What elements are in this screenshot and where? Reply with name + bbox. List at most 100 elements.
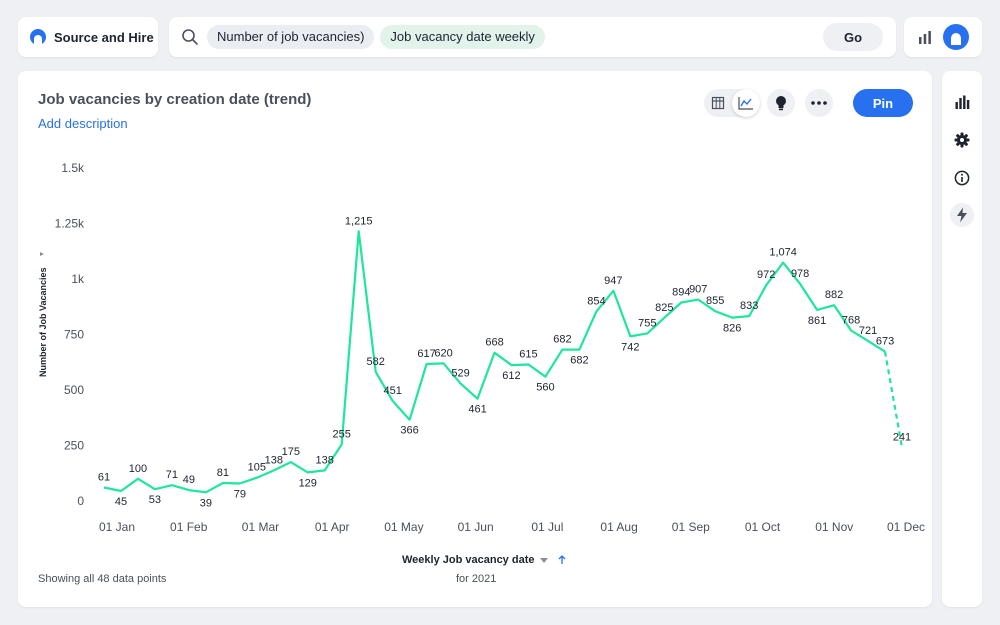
data-label: 241	[893, 431, 911, 443]
x-tick-label: 01 Jan	[99, 520, 135, 534]
data-label: 61	[98, 471, 110, 483]
y-tick-label: 1.25k	[55, 217, 85, 231]
data-label: 826	[723, 323, 741, 335]
lightbulb-icon	[776, 96, 786, 111]
data-label: 682	[553, 334, 571, 346]
more-options-button[interactable]	[805, 89, 833, 117]
brand-name: Source and Hire	[54, 29, 154, 45]
side-spotter-button[interactable]	[950, 203, 974, 227]
search-icon	[182, 29, 198, 45]
data-label: 560	[536, 382, 554, 394]
data-label: 105	[248, 462, 266, 474]
series-line	[103, 230, 886, 494]
sort-ascending-icon[interactable]	[557, 555, 567, 565]
avatar[interactable]	[943, 24, 969, 50]
data-label: 620	[434, 347, 452, 359]
data-label: 529	[451, 368, 469, 380]
search-chip-measure[interactable]: Number of job vacancies)	[207, 25, 375, 49]
x-tick-label: 01 Feb	[170, 520, 208, 534]
y-tick-label: 750	[64, 328, 84, 342]
x-tick-label: 01 May	[384, 520, 423, 534]
series-line-projected	[883, 351, 904, 448]
x-axis-subtitle: for 2021	[456, 573, 497, 585]
view-toggle	[704, 89, 760, 117]
data-label: 39	[200, 497, 212, 509]
y-tick-label: 250	[64, 439, 84, 453]
caret-down-icon[interactable]	[539, 556, 549, 564]
data-label: 907	[689, 284, 707, 296]
user-card	[904, 17, 982, 57]
data-label: 668	[485, 337, 503, 349]
brand-logo-icon	[30, 29, 46, 45]
insights-button[interactable]	[767, 89, 795, 117]
x-tick-label: 01 Oct	[745, 520, 781, 534]
side-toolbar	[942, 71, 982, 607]
side-info-button[interactable]	[950, 166, 974, 190]
data-label: 721	[859, 325, 877, 337]
go-button[interactable]: Go	[823, 23, 883, 51]
data-label: 45	[115, 496, 127, 508]
data-label: 100	[129, 463, 147, 475]
info-icon	[954, 170, 970, 186]
bar-chart-icon	[955, 95, 970, 109]
data-label: 742	[621, 341, 639, 353]
more-icon	[811, 101, 827, 105]
data-label: 138	[265, 454, 283, 466]
trend-chart: 0 250 500 750 1k 1.25k 1.5k 01 Jan 01 Feb 01 Mar 0…	[38, 161, 925, 534]
search-chip-attribute[interactable]: Job vacancy date weekly	[380, 25, 545, 49]
data-label: 81	[217, 467, 229, 479]
data-label: 1,215	[345, 215, 373, 227]
data-label: 682	[570, 355, 588, 367]
y-axis-title: Number of Job Vacancies	[38, 267, 48, 377]
data-label: 854	[587, 295, 605, 307]
y-tick-label: 1.5k	[61, 161, 85, 175]
data-label: 79	[234, 488, 246, 500]
gear-icon	[954, 132, 970, 148]
flash-icon	[957, 207, 967, 223]
data-label: 582	[366, 356, 384, 368]
x-tick-label: 01 Mar	[242, 520, 279, 534]
data-label: 451	[383, 385, 401, 397]
data-label: 175	[282, 446, 300, 458]
x-tick-label: 01 Sep	[672, 520, 710, 534]
data-label: 617	[417, 348, 435, 360]
chart-title: Job vacancies by creation date (trend)	[38, 91, 312, 108]
side-chart-config-button[interactable]	[950, 90, 974, 114]
brand-card[interactable]: Source and Hire	[18, 17, 158, 57]
chart-view-button[interactable]	[732, 89, 760, 117]
data-label: 366	[400, 425, 418, 437]
pin-button[interactable]: Pin	[853, 89, 913, 117]
data-label: 615	[519, 348, 537, 360]
data-label: 53	[149, 494, 161, 506]
answer-card: Job vacancies by creation date (trend) A…	[18, 71, 932, 607]
data-label: 138	[316, 454, 334, 466]
add-description-link[interactable]: Add description	[38, 116, 128, 131]
x-tick-label: 01 Jun	[458, 520, 494, 534]
x-tick-label: 01 Apr	[315, 520, 350, 534]
data-label: 833	[740, 300, 758, 312]
data-label: 882	[825, 289, 843, 301]
x-tick-label: 01 Aug	[600, 520, 637, 534]
side-settings-button[interactable]	[950, 128, 974, 152]
table-icon	[711, 96, 725, 110]
data-label: 861	[808, 315, 826, 327]
data-label: 894	[672, 287, 690, 299]
bar-chart-icon[interactable]	[917, 29, 933, 45]
search-bar[interactable]: Number of job vacancies) Job vacancy dat…	[169, 17, 896, 57]
data-label: 825	[655, 302, 673, 314]
data-label: 71	[166, 469, 178, 481]
x-axis-title[interactable]: Weekly Job vacancy date	[402, 554, 567, 566]
y-tick-label: 500	[64, 383, 84, 397]
data-label: 1,074	[769, 247, 797, 259]
x-tick-label: 01 Nov	[815, 520, 853, 534]
data-label: 768	[842, 315, 860, 327]
data-label: 461	[468, 404, 486, 416]
data-label: 947	[604, 275, 622, 287]
table-view-button[interactable]	[704, 89, 732, 117]
data-label: 612	[502, 370, 520, 382]
data-label: 673	[876, 336, 894, 348]
y-tick-label: 1k	[71, 272, 85, 286]
data-label: 755	[638, 317, 656, 329]
line-chart-icon	[738, 97, 753, 110]
y-tick-label: 0	[77, 494, 84, 508]
